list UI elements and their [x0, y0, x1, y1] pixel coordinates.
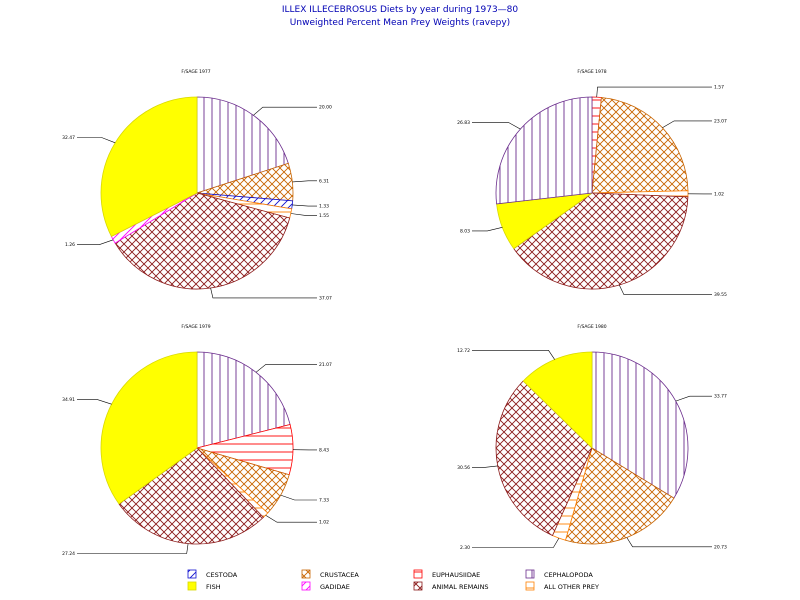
pie-chart-4: F/SAGE 1980 33.77 20.73 2.30 30.56 12.72 [457, 324, 727, 551]
pie-slice-cephalopoda [591, 351, 689, 499]
legend-label: CESTODA [206, 571, 238, 579]
slice-value-label: 2.30 [460, 545, 470, 551]
slice-value-label: 1.02 [714, 191, 724, 197]
leader-line [472, 349, 555, 360]
figure-title: ILLEX ILLECEBROSUS Diets by year during … [282, 5, 519, 15]
pie-slice-crustacea [564, 447, 675, 545]
slice-value-label: 30.56 [457, 465, 470, 471]
leader-line [290, 213, 317, 216]
legend-swatch [413, 569, 423, 579]
leader-line [619, 284, 712, 295]
legend-swatch [187, 569, 197, 579]
pie-slice-animal-remains [118, 447, 264, 545]
pie-chart-2: F/SAGE 1978 1.57 23.07 1.02 39.55 8.03 26.83 [457, 69, 727, 298]
slice-value-label: 34.91 [62, 397, 75, 403]
pie-slice-cephalopoda [196, 96, 289, 194]
slice-value-label: 1.26 [65, 242, 75, 248]
legend-label: GADIDAE [320, 583, 350, 591]
legend-item-fish: FISH [187, 581, 221, 591]
legend-item-crustacea: CRUSTACEA [301, 569, 359, 579]
legend-item-animal-remains: ANIMAL REMAINS [413, 581, 489, 591]
leader-line [253, 106, 317, 116]
pies-group: F/SAGE 1977 20.00 6.31 1.33 1.55 37.07 1.26 32.… [62, 69, 727, 557]
pie-title: F/SAGE 1980 [577, 324, 606, 330]
slice-value-label: 26.83 [457, 120, 470, 126]
slice-value-label: 27.24 [62, 551, 75, 557]
leader-line [472, 537, 560, 548]
leader-line [292, 180, 317, 183]
slice-value-label: 8.43 [319, 447, 329, 453]
legend-item-cestoda: CESTODA [187, 569, 238, 579]
legend-swatch [187, 581, 197, 591]
leader-line [280, 494, 317, 501]
legend: CESTODA CRUSTACEA EUPHAUSIIDAE CEPHALOPODA F… [187, 569, 599, 591]
legend-item-other: ALL OTHER PREY [525, 581, 599, 591]
legend-swatch [525, 569, 535, 579]
leader-line [77, 239, 114, 245]
pie-title: F/SAGE 1977 [181, 69, 210, 75]
slice-value-label: 39.55 [714, 292, 727, 298]
leader-line [77, 543, 189, 554]
legend-label: CEPHALOPODA [544, 571, 593, 579]
legend-item-euphausiidae: EUPHAUSIIDAE [413, 569, 480, 579]
slice-value-label: 23.07 [714, 118, 727, 124]
leader-line [596, 86, 712, 98]
figure-subtitle: Unweighted Percent Mean Prey Weights (ra… [290, 18, 510, 28]
legend-swatch [525, 581, 535, 591]
legend-label: CRUSTACEA [320, 571, 359, 579]
leader-line [210, 287, 317, 299]
legend-swatch [301, 581, 311, 591]
legend-swatch [301, 569, 311, 579]
pie-slice-crustacea [591, 97, 689, 194]
slice-value-label: 20.00 [319, 105, 332, 111]
slice-value-label: 1.02 [319, 520, 329, 526]
slice-value-label: 37.07 [319, 295, 332, 301]
legend-label: ANIMAL REMAINS [432, 583, 489, 591]
slice-value-label: 1.55 [319, 213, 329, 219]
slice-value-label: 33.77 [714, 394, 727, 400]
legend-label: EUPHAUSIIDAE [432, 571, 480, 579]
pie-title: F/SAGE 1978 [577, 69, 606, 75]
slice-value-label: 6.31 [319, 178, 329, 184]
pie-slice-cephalopoda [495, 96, 593, 205]
leader-line [265, 514, 317, 523]
leader-line [675, 395, 712, 402]
pie-chart-3: F/SAGE 1979 21.07 8.43 7.33 1.02 27.24 34.91 [62, 324, 332, 557]
leader-line [255, 364, 317, 373]
pie-title: F/SAGE 1979 [181, 324, 210, 330]
leader-line [77, 399, 112, 405]
leader-line [626, 537, 712, 548]
leader-line [472, 227, 503, 232]
leader-line [77, 137, 116, 144]
slice-value-label: 7.33 [319, 498, 329, 504]
legend-label: ALL OTHER PREY [544, 583, 599, 591]
slice-value-label: 12.72 [457, 348, 470, 354]
legend-item-gadidae: GADIDAE [301, 581, 350, 591]
slice-value-label: 1.33 [319, 204, 329, 210]
pie-chart-1: F/SAGE 1977 20.00 6.31 1.33 1.55 37.07 1.26 32.… [62, 69, 332, 301]
slice-value-label: 8.03 [460, 228, 470, 234]
slice-value-label: 20.73 [714, 544, 727, 550]
leader-line [472, 465, 498, 469]
legend-swatch [413, 581, 423, 591]
legend-item-cephalopoda: CEPHALOPODA [525, 569, 593, 579]
slice-value-label: 32.47 [62, 135, 75, 141]
slice-value-label: 1.57 [714, 85, 724, 91]
leader-line [662, 120, 712, 128]
pie-slice-animal-remains [495, 380, 593, 537]
leader-line [472, 122, 521, 130]
leader-line [292, 204, 317, 207]
legend-label: FISH [206, 583, 221, 591]
slice-value-label: 21.07 [319, 362, 332, 368]
